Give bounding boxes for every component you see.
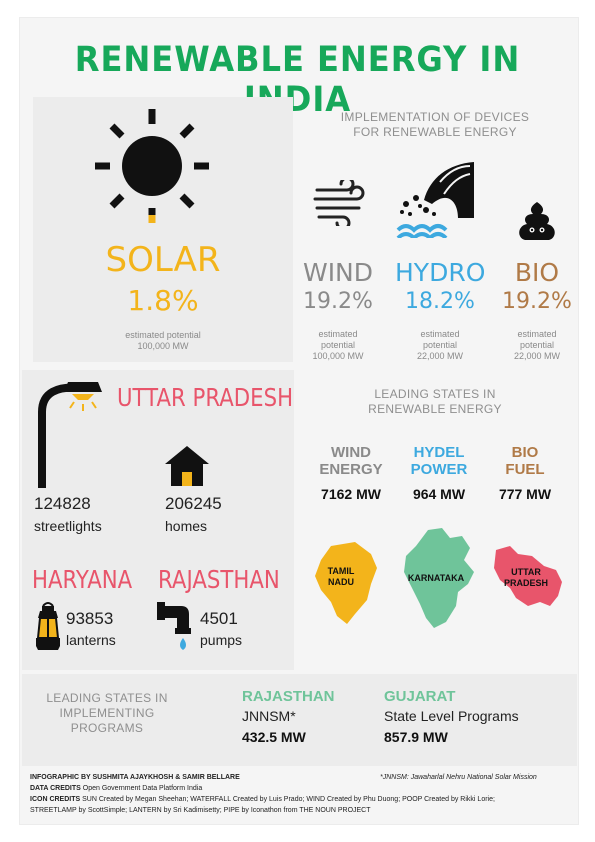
hydro-potential-1: estimated <box>420 329 460 339</box>
bio-fuel-line1: BIO <box>511 444 539 461</box>
haryana-label: HARYANA <box>32 565 133 594</box>
hydel-power-line2: POWER <box>410 461 468 478</box>
lantern-icon <box>36 602 60 650</box>
bio-potential-1: estimated <box>517 329 557 339</box>
wind-potential-value: 100,000 MW <box>312 351 364 361</box>
up-label: UTTAR PRADESH <box>117 383 294 412</box>
rajasthan-program-name: JNNSM* <box>242 708 296 724</box>
programs-heading-line3: PROGRAMS <box>70 721 144 735</box>
streetlights-label: streetlights <box>34 518 102 534</box>
bio-potential-2: potential <box>519 340 555 350</box>
gujarat-program-state: GUJARAT <box>384 688 456 705</box>
devices-heading-line2: FOR RENEWABLE ENERGY <box>353 125 517 139</box>
lanterns-value: 93853 <box>66 609 114 628</box>
uttar-pradesh-line2: PRADESH <box>503 578 548 588</box>
devices-heading-line1: IMPLEMENTATION OF DEVICES <box>340 110 530 124</box>
rajasthan-label: RAJASTHAN <box>158 565 280 594</box>
home-icon <box>165 446 209 486</box>
wind-energy-label: WIND ENERGY <box>308 444 394 478</box>
wind-energy-line1: WIND <box>331 444 371 461</box>
hydel-power-line1: HYDEL <box>413 444 465 461</box>
homes-label: homes <box>165 518 208 534</box>
gujarat-program-value: 857.9 MW <box>384 729 448 745</box>
bio-fuel-value: 777 MW <box>498 486 552 502</box>
icon-credits-label: ICON CREDITS <box>30 796 81 803</box>
hydro-percent: 18.2% <box>405 289 475 314</box>
wind-percent: 19.2% <box>303 289 373 314</box>
jnnsm-footnote: *JNNSM: Jawaharlal Nehru National Solar … <box>380 774 537 781</box>
sun-icon <box>95 109 209 223</box>
data-credits-label: DATA CREDITS <box>30 785 81 792</box>
wind-potential-1: estimated <box>318 329 358 339</box>
hydel-power-value: 964 MW <box>412 486 466 502</box>
karnataka-label: KARNATAKA <box>407 573 465 583</box>
icon-credits-line2: STREETLAMP by ScottSimple; LANTERN by Sr… <box>30 807 371 814</box>
hydro-label: HYDRO <box>395 258 486 287</box>
uttar-pradesh-label: UTTAR PRADESH <box>490 567 562 589</box>
tamil-nadu-map <box>315 542 377 624</box>
lanterns-label: lanterns <box>66 632 116 648</box>
gujarat-program-name: State Level Programs <box>384 708 519 724</box>
hydro-potential-2: potential <box>422 340 458 350</box>
solar-label: SOLAR <box>105 240 221 280</box>
waterfall-icon <box>396 162 474 238</box>
pumps-label: pumps <box>200 632 243 648</box>
wind-energy-line2: ENERGY <box>319 461 383 478</box>
icon-credits: ICON CREDITS SUN Created by Megan Sheeha… <box>30 795 575 805</box>
solar-potential-label: estimated potential <box>125 330 201 340</box>
programs-heading-line1: LEADING STATES IN <box>46 691 168 705</box>
rajasthan-program-state: RAJASTHAN <box>242 688 335 705</box>
tamil-nadu-line1: TAMIL <box>327 566 355 576</box>
streetlamp-icon <box>38 382 102 488</box>
karnataka-map <box>404 528 474 628</box>
tamil-nadu-label: TAMIL NADU <box>311 566 371 588</box>
infographic-by: INFOGRAPHIC BY SUSHMITA AJAYKHOSH & SAMI… <box>30 774 240 781</box>
data-credits: DATA CREDITS Open Government Data Platfo… <box>30 784 202 794</box>
bio-percent: 19.2% <box>502 289 572 314</box>
data-credits-value: Open Government Data Platform India <box>82 785 203 792</box>
tamil-nadu-line2: NADU <box>328 577 354 587</box>
pumps-value: 4501 <box>200 609 238 628</box>
uttar-pradesh-line1: UTTAR <box>511 567 541 577</box>
rajasthan-program-value: 432.5 MW <box>242 729 306 745</box>
bio-fuel-line2: FUEL <box>505 461 545 478</box>
leading-renewable-heading-line2: RENEWABLE ENERGY <box>368 402 502 416</box>
wind-potential-2: potential <box>320 340 356 350</box>
solar-percent: 1.8% <box>127 284 199 317</box>
wind-label: WIND <box>302 258 374 287</box>
bio-potential-value: 22,000 MW <box>513 351 561 361</box>
hydro-potential-value: 22,000 MW <box>416 351 464 361</box>
bio-fuel-label: BIO FUEL <box>488 444 562 478</box>
wind-icon <box>313 180 365 226</box>
bio-label: BIO <box>514 258 560 287</box>
pipe-icon <box>157 602 191 650</box>
wind-energy-value: 7162 MW <box>321 486 381 502</box>
homes-value: 206245 <box>165 494 222 513</box>
solar-potential-value: 100,000 MW <box>137 341 189 351</box>
poop-icon <box>519 202 555 240</box>
leading-renewable-heading-line1: LEADING STATES IN <box>374 387 496 401</box>
page-title: RENEWABLE ENERGY IN INDIA <box>74 40 521 120</box>
programs-panel <box>22 674 577 766</box>
icon-credits-line1: SUN Created by Megan Sheehan; WATERFALL … <box>82 796 495 803</box>
programs-heading-line2: IMPLEMENTING <box>59 706 155 720</box>
streetlights-value: 124828 <box>34 494 91 513</box>
hydel-power-label: HYDEL POWER <box>398 444 480 478</box>
uttar-pradesh-map <box>494 546 562 606</box>
